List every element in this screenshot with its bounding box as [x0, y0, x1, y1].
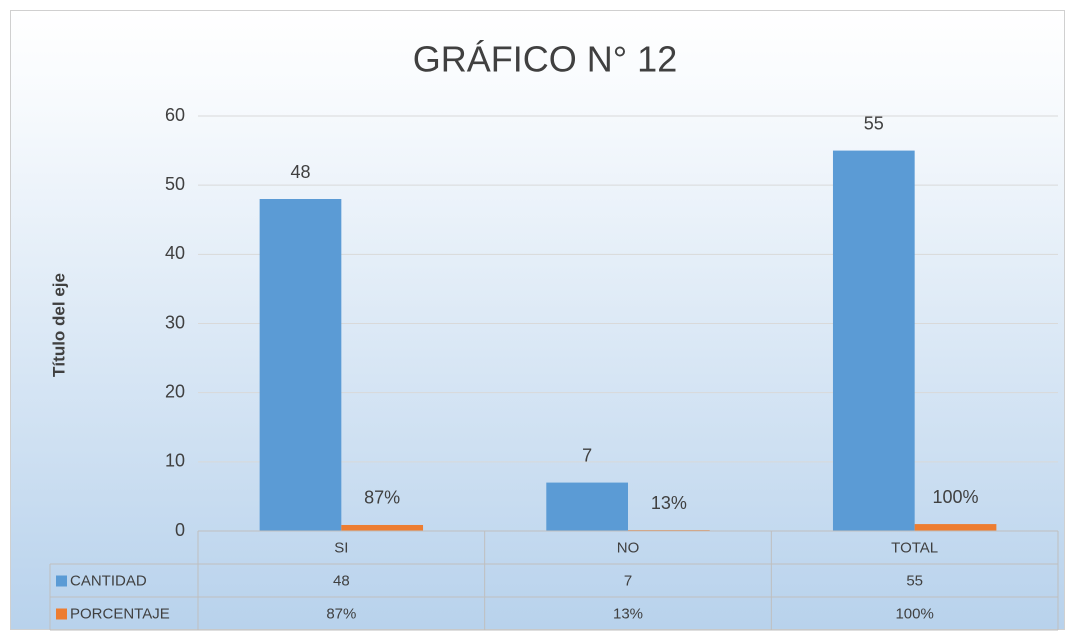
bar: [341, 524, 424, 531]
table-cell: 48: [333, 572, 350, 589]
y-tick-label: 60: [165, 105, 185, 125]
table-cell: 7: [624, 572, 632, 589]
y-axis-title: Título del eje: [49, 273, 68, 377]
table-cell: 100%: [895, 605, 933, 622]
legend-key: [56, 575, 67, 587]
bar: [259, 199, 342, 531]
legend-label: CANTIDAD: [70, 572, 147, 589]
table-cell: 55: [906, 572, 923, 589]
data-label: 55: [864, 113, 884, 133]
x-tick-label: TOTAL: [891, 539, 938, 556]
chart-title: GRÁFICO N° 12: [413, 39, 677, 80]
data-label: 48: [290, 162, 310, 182]
data-label: 7: [582, 445, 592, 465]
bar: [546, 482, 628, 531]
x-tick-label: NO: [617, 539, 640, 556]
y-tick-label: 40: [165, 243, 185, 263]
data-label: 87%: [364, 488, 400, 508]
y-tick-label: 20: [165, 381, 185, 401]
y-tick-label: 10: [165, 451, 185, 471]
bar: [914, 524, 997, 531]
data-label: 13%: [651, 493, 687, 513]
table-cell: 13%: [613, 605, 643, 622]
bar: [832, 150, 915, 532]
x-tick-label: SI: [334, 539, 348, 556]
y-tick-label: 50: [165, 174, 185, 194]
legend-label: PORCENTAJE: [70, 605, 170, 622]
legend-key: [56, 608, 67, 620]
table-cell: 87%: [326, 605, 356, 622]
data-label: 100%: [932, 487, 978, 507]
y-tick-label: 0: [175, 520, 185, 540]
y-tick-label: 30: [165, 312, 185, 332]
